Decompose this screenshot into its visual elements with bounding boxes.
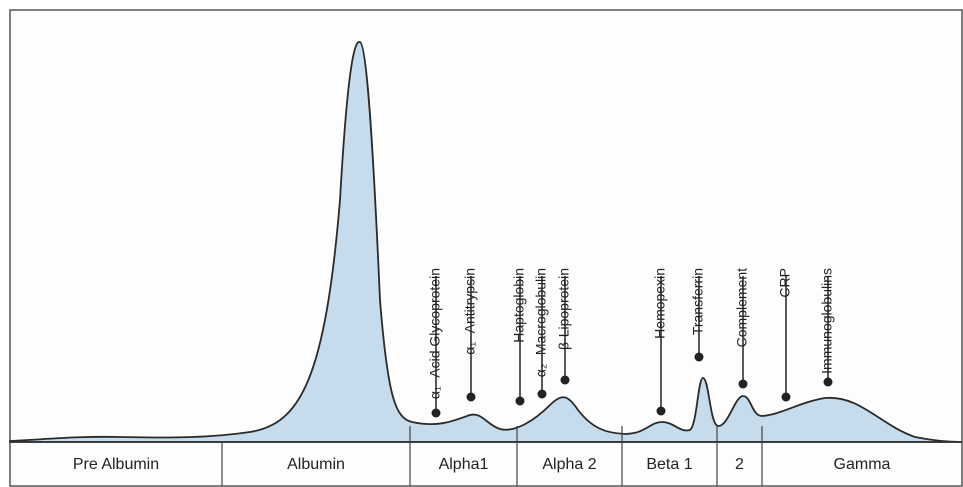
band-label: Alpha 2 bbox=[542, 456, 596, 473]
protein-dot bbox=[515, 396, 525, 406]
band-label: Beta 1 bbox=[646, 456, 692, 473]
density-curve bbox=[9, 41, 963, 443]
protein-label: Immunoglobulins bbox=[819, 268, 835, 374]
protein-label: Hemopexin bbox=[652, 268, 668, 339]
protein-dot bbox=[694, 352, 704, 362]
protein-label: Transferrin bbox=[690, 268, 706, 335]
protein-dot bbox=[738, 379, 748, 389]
protein-label: α₂ -Macroglobulin bbox=[533, 268, 549, 377]
band-label: Gamma bbox=[834, 456, 891, 473]
protein-dot bbox=[781, 392, 791, 402]
band-label: Albumin bbox=[287, 456, 345, 473]
protein-label: α₁- Acid Glycoprotein bbox=[427, 268, 443, 399]
protein-dot bbox=[431, 408, 441, 418]
protein-label: Complement bbox=[734, 268, 750, 347]
protein-label: CRP bbox=[777, 268, 793, 298]
band-label: 2 bbox=[735, 456, 744, 473]
protein-label: α₁- Antitrypsin bbox=[462, 268, 478, 355]
protein-dot bbox=[466, 392, 476, 402]
protein-label: Haptoglobin bbox=[511, 268, 527, 343]
protein-label: β-Lipoprotein bbox=[556, 268, 572, 350]
protein-dot bbox=[823, 377, 833, 387]
protein-dot bbox=[560, 375, 570, 385]
band-label: Pre Albumin bbox=[73, 456, 159, 473]
protein-dot bbox=[656, 406, 666, 416]
protein-dot bbox=[537, 389, 547, 399]
band-label: Alpha1 bbox=[439, 456, 489, 473]
